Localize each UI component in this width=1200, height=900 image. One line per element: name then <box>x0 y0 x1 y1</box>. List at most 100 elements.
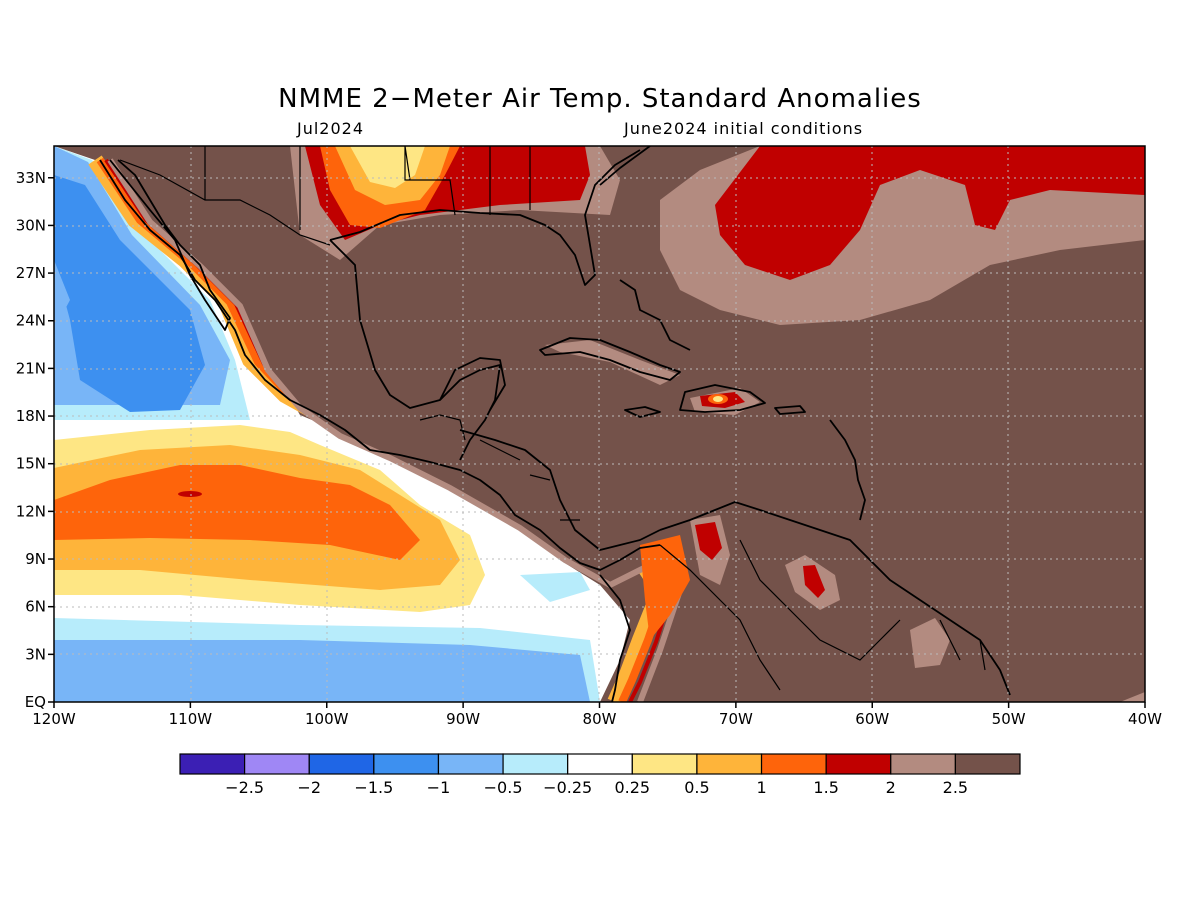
map-title: NMME 2−Meter Air Temp. Standard Anomalie… <box>278 84 922 114</box>
coast-jamaica <box>624 406 661 418</box>
pacific-zone-white <box>54 146 630 702</box>
north-anomalies <box>290 146 1145 702</box>
colorbar-swatch <box>631 753 698 775</box>
cuba-light <box>545 340 680 385</box>
x-tick-label: 90W <box>446 710 480 728</box>
borders <box>119 146 986 691</box>
map-frame <box>53 145 1146 703</box>
coastlines <box>99 146 1011 702</box>
colorbar-label: 0.25 <box>614 778 650 797</box>
colorbar-swatch <box>179 753 246 775</box>
coast-antilles <box>829 419 866 521</box>
border-central-america <box>419 414 580 521</box>
coast-central-america-east <box>459 429 661 551</box>
guiana-warm-light <box>910 618 950 668</box>
colorbar-label: −1 <box>427 778 451 797</box>
x-tick-label: 50W <box>992 710 1026 728</box>
colorbar-label: 0.5 <box>684 778 709 797</box>
us-zone-yellow <box>350 146 425 188</box>
coastal-warm-strip <box>88 155 669 702</box>
colorbar-swatch <box>760 753 827 775</box>
pacific-south-zone-05 <box>54 618 600 702</box>
hispaniola-warm-core <box>708 394 728 404</box>
colorbar-swatch <box>825 753 892 775</box>
x-tick-label: 40W <box>1128 710 1162 728</box>
colorbar-swatch <box>890 753 956 775</box>
atlantic-zone-light <box>660 146 1145 325</box>
y-tick-label: EQ <box>25 693 46 711</box>
colorbar-swatch <box>244 753 310 775</box>
us-zone-light <box>290 146 620 260</box>
colorbar-swatch <box>567 753 633 775</box>
colombia-warm-orange <box>640 535 690 640</box>
brazil-edge-light <box>1120 692 1145 702</box>
coastal-warm-strip-red <box>104 158 675 702</box>
colorbar-swatch <box>308 753 375 775</box>
colorbar-swatch <box>696 753 763 775</box>
colorbar-swatch <box>437 753 504 775</box>
pacific-zone-15 <box>54 175 205 412</box>
colorbar-label: −0.25 <box>543 778 592 797</box>
colorbar-swatch <box>373 753 440 775</box>
coast-mexico-pacific <box>99 159 661 571</box>
coast-puerto-rico <box>774 405 806 415</box>
border-us-states <box>204 146 531 230</box>
hispaniola-warm-light <box>690 388 760 415</box>
x-tick-label: 70W <box>719 710 753 728</box>
coast-gulf-mexico <box>329 239 501 461</box>
x-axis-ticks: 120W 110W 100W 90W 80W 70W 60W 50W 40W <box>32 702 1162 728</box>
us-zone-red <box>305 146 590 240</box>
venezuela-warm-light <box>785 555 840 610</box>
atlantic-zone-red <box>715 146 1145 280</box>
us-zone-orange <box>320 146 460 228</box>
colorbar-label: −0.5 <box>484 778 523 797</box>
pacific-warm-zone-025 <box>54 425 485 612</box>
colombia-warm-red <box>695 522 722 560</box>
pacific-warm-zone-05 <box>54 445 460 590</box>
y-tick-label: 3N <box>25 645 46 663</box>
graticule <box>54 146 1145 702</box>
coast-bahamas <box>619 279 691 351</box>
coast-hispaniola <box>679 384 766 413</box>
colorbar-label: −2 <box>297 778 321 797</box>
y-tick-label: 24N <box>16 312 46 330</box>
x-tick-label: 120W <box>32 710 76 728</box>
y-tick-label: 15N <box>16 455 46 473</box>
y-tick-label: 6N <box>25 598 46 616</box>
coast-south-america-pacific <box>599 574 631 702</box>
border-us-mexico <box>119 159 331 246</box>
colorbar-label: −1.5 <box>354 778 393 797</box>
coast-baja <box>109 159 231 331</box>
colorbar: −2.5 −2 −1.5 −1 −0.5 −0.25 0.25 0.5 1 1.5 2 2.5 <box>179 753 1021 797</box>
pacific-zone-10 <box>54 146 230 405</box>
colorbar-label: −2.5 <box>225 778 264 797</box>
venezuela-warm-red <box>803 565 825 598</box>
y-tick-label: 18N <box>16 407 46 425</box>
us-zone-amber <box>335 146 450 205</box>
y-tick-label: 27N <box>16 264 46 282</box>
x-tick-label: 100W <box>305 710 349 728</box>
y-tick-label: 21N <box>16 359 46 377</box>
coast-south-america-north <box>659 501 1011 696</box>
hispaniola-warm-dot <box>713 396 723 402</box>
pacific-warm-spot <box>178 491 202 497</box>
colorbar-label: 1 <box>756 778 766 797</box>
colorbar-swatch <box>954 753 1021 775</box>
border-south-america <box>659 539 986 691</box>
y-tick-label: 12N <box>16 502 46 520</box>
x-tick-label: 110W <box>169 710 213 728</box>
coast-atlantic-us <box>599 146 651 186</box>
coast-yucatan <box>439 357 506 411</box>
coastal-brown-strip <box>107 158 684 702</box>
pacific-south-zone-10 <box>54 640 590 702</box>
pacific-zone-15b <box>54 260 70 330</box>
pacific-small-cool <box>520 572 590 602</box>
initial-conditions-label: June2024 initial conditions <box>624 119 864 138</box>
y-tick-label: 33N <box>16 169 46 187</box>
x-tick-label: 80W <box>583 710 617 728</box>
colombia-warm-light <box>690 515 730 585</box>
valid-month-label: Jul2024 <box>297 119 365 138</box>
coast-us-gulf <box>329 149 641 286</box>
x-tick-label: 60W <box>855 710 889 728</box>
